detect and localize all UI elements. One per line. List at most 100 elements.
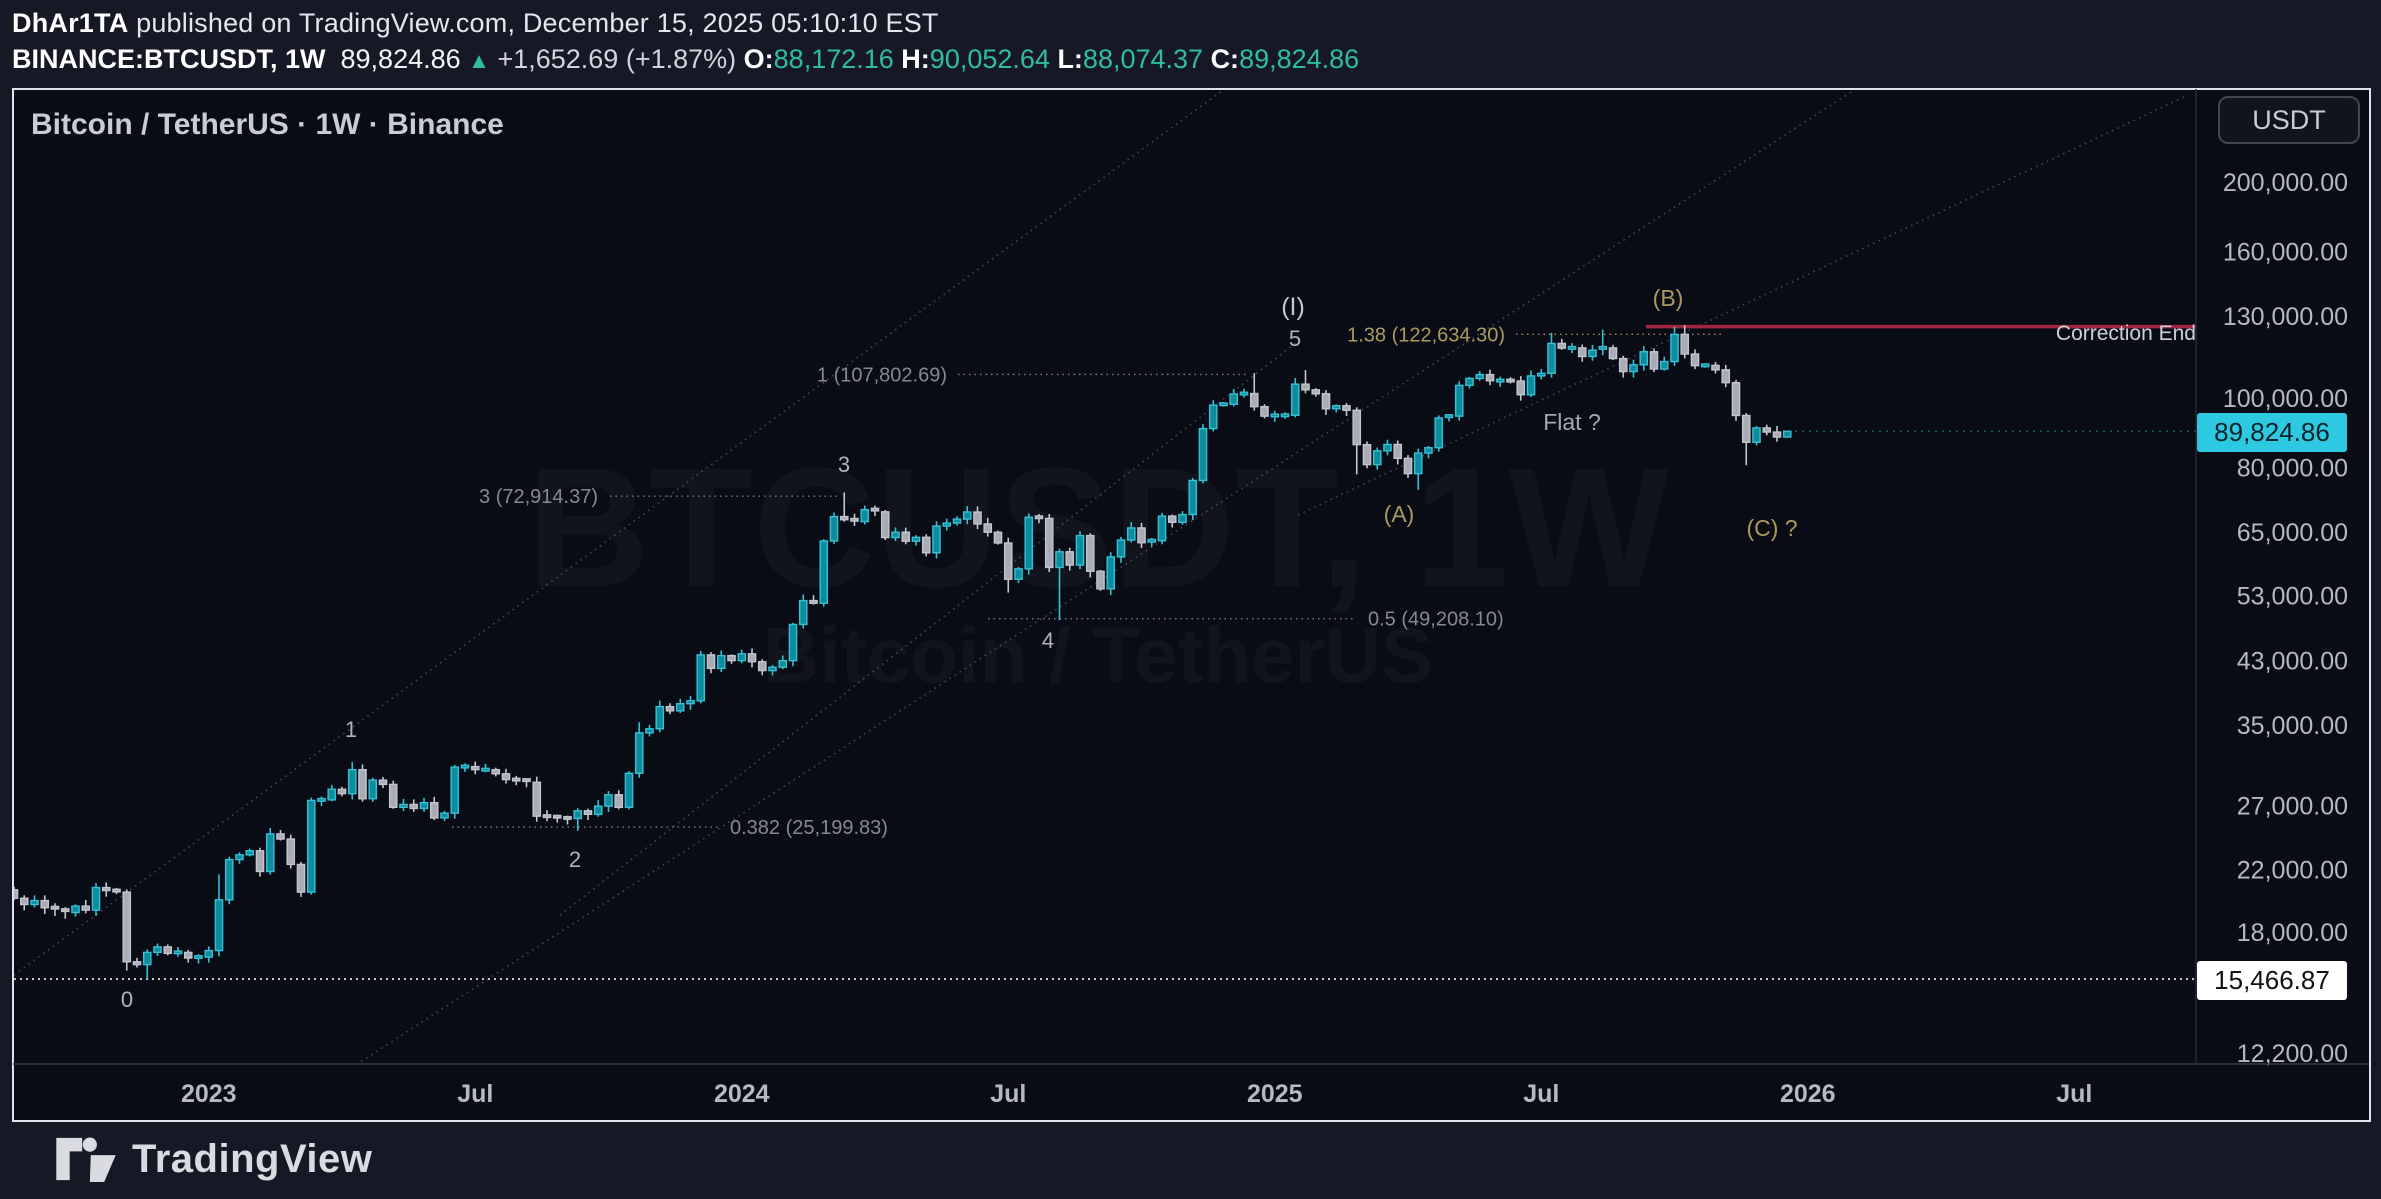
candle-body (224, 858, 234, 901)
candle-body (942, 522, 952, 527)
candle-body (501, 773, 511, 781)
current-price-badge: 89,824.86 (2197, 413, 2347, 453)
candle-body (1762, 427, 1772, 433)
candle-body (1290, 383, 1300, 416)
annotation-label: (I) (1281, 293, 1305, 321)
trend-line (356, 90, 1856, 1064)
annotation-label: (B) (1653, 285, 1684, 311)
candle-body (1116, 539, 1126, 558)
candle-body (788, 623, 798, 662)
candle-body (1352, 409, 1362, 446)
candle-body (522, 778, 531, 783)
candle-body (1495, 378, 1505, 383)
close-label: C: (1210, 44, 1240, 74)
candle-body (327, 788, 337, 801)
tradingview-logo[interactable]: TradingView (54, 1136, 372, 1182)
candle-body (481, 767, 490, 772)
byline-text: published on TradingView.com, December 1… (128, 8, 939, 38)
candle-body (1618, 357, 1628, 373)
candle-body (1629, 364, 1638, 373)
candle-body (1219, 402, 1228, 407)
candle-body (747, 653, 757, 663)
candle-body (829, 515, 839, 542)
candle-body (624, 772, 634, 809)
candle-body (1321, 393, 1331, 410)
candle-body (30, 899, 39, 906)
candle-body (122, 891, 132, 963)
candle-body (1577, 347, 1587, 358)
published-byline: DhAr1TA published on TradingView.com, De… (12, 8, 939, 39)
candle-body (399, 803, 408, 809)
candle-body (419, 802, 429, 810)
candle-body (511, 777, 521, 782)
candle-body (552, 814, 562, 819)
candle-body (1198, 427, 1208, 482)
chart-legend-title[interactable]: Bitcoin / TetherUS · 1W · Binance (31, 108, 504, 141)
candle-body (1239, 391, 1249, 396)
axis-separators (13, 89, 2369, 1065)
fib-label: 0.382 (25,199.83) (730, 817, 888, 839)
candle-body (1721, 369, 1731, 384)
y-axis-label: 130,000.00 (2223, 303, 2348, 331)
candle-body (173, 950, 183, 955)
candle-body (470, 765, 480, 771)
candle-body (1690, 353, 1700, 367)
candle-body (1752, 427, 1761, 443)
annotation-label: 0 (121, 987, 133, 1012)
y-axis-label: 65,000.00 (2237, 519, 2348, 547)
candle-body (1547, 342, 1556, 375)
candle-body (1075, 534, 1085, 566)
fib-label: 1.38 (122,634.30) (1347, 324, 1505, 346)
candle-body (1208, 404, 1218, 430)
annotation-label: 2 (569, 847, 581, 872)
candle-body (1229, 393, 1239, 405)
annotation-label: 4 (1042, 628, 1054, 653)
level-price-badge: 15,466.87 (2197, 961, 2347, 1001)
candle-body (101, 886, 111, 892)
candle-body (839, 515, 849, 521)
annotation-label: 1 (345, 717, 357, 742)
candle-body (1700, 363, 1710, 368)
candle-body (81, 905, 91, 911)
candle-body (532, 781, 542, 817)
candle-body (1475, 373, 1485, 380)
candle-body (1024, 516, 1034, 570)
candle-body (255, 850, 265, 873)
candle-body (563, 815, 572, 820)
price-axis[interactable]: 200,000.00 160,000.00 130,000.00 100,000.00… (2223, 169, 2348, 1068)
candle-body (1034, 515, 1044, 520)
candle-body (1424, 447, 1433, 454)
x-axis-label: 2026 (1780, 1080, 1836, 1108)
candle-body (276, 833, 285, 840)
candle-body (973, 511, 982, 525)
candle-body (112, 888, 121, 893)
time-axis[interactable]: 2023 Jul 2024 Jul 2025 Jul 2026 Jul (181, 1080, 2092, 1108)
x-axis-label: Jul (457, 1080, 493, 1108)
candle-body (440, 812, 449, 819)
candle-body (1280, 413, 1290, 418)
fib-label: 1 (107,802.69) (817, 364, 947, 386)
wave-annotations: 0 1 2 3 4 5 (I) (A) (B) (C) ? Flat ? Correction End (121, 285, 2196, 1012)
candle-body (778, 659, 788, 668)
candle-body (1454, 384, 1464, 417)
candle-body (675, 702, 685, 712)
candle-body (142, 951, 152, 966)
currency-toggle-button[interactable]: USDT (2218, 96, 2360, 144)
candle-body (296, 863, 306, 893)
candle-body (1670, 333, 1679, 363)
open-value: 88,172.16 (773, 44, 894, 74)
annotation-label: 5 (1289, 326, 1301, 351)
candle-body (1608, 347, 1618, 360)
annotation-label: (C) ? (1746, 515, 1797, 541)
candle-body (1536, 372, 1546, 377)
x-axis-label: Jul (990, 1080, 1026, 1108)
x-axis-label: 2023 (181, 1080, 237, 1108)
y-axis-label: 200,000.00 (2223, 169, 2348, 197)
y-axis-label: 22,000.00 (2237, 856, 2348, 884)
candle-body (1085, 534, 1095, 572)
y-axis-label: 53,000.00 (2237, 583, 2348, 611)
candle-body (921, 536, 931, 554)
candle-body (1137, 527, 1146, 544)
high-value: 90,052.64 (929, 44, 1050, 74)
candle-body (1157, 515, 1167, 542)
